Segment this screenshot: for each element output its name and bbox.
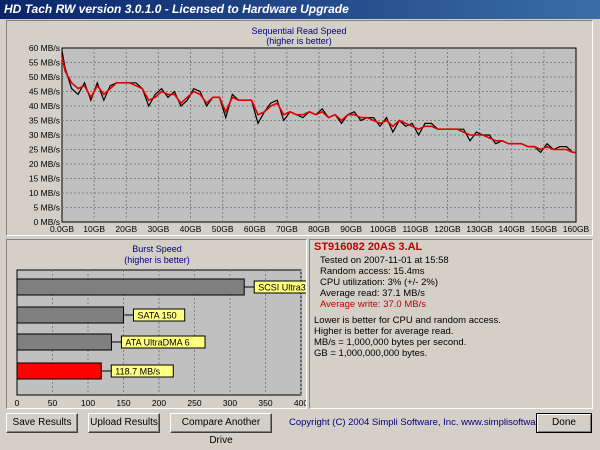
- average-write: Average write: 37.0 MB/s: [320, 299, 426, 310]
- burst-x-tick-label: 350: [258, 398, 272, 408]
- y-tick-label: 40 MB/s: [29, 101, 60, 111]
- burst-x-tick-label: 250: [187, 398, 201, 408]
- burst-x-tick-label: 400: [294, 398, 306, 408]
- x-tick-label: 70GB: [276, 224, 298, 234]
- y-tick-label: 35 MB/s: [29, 116, 60, 126]
- y-tick-label: 15 MB/s: [29, 174, 60, 184]
- done-button[interactable]: Done: [536, 413, 592, 433]
- note-mbps-definition: MB/s = 1,000,000 bytes per second.: [314, 337, 467, 348]
- burst-x-tick-label: 200: [152, 398, 166, 408]
- upload-results-button[interactable]: Upload Results: [88, 413, 160, 433]
- y-tick-label: 30 MB/s: [29, 130, 60, 140]
- burst-speed-panel: Burst Speed (higher is better) SCSI Ultr…: [6, 239, 333, 409]
- y-tick-label: 5 MB/s: [34, 203, 60, 213]
- y-tick-label: 60 MB/s: [29, 43, 60, 53]
- x-tick-label: 80GB: [308, 224, 330, 234]
- y-tick-label: 20 MB/s: [29, 159, 60, 169]
- cpu-utilization: CPU utilization: 3% (+/- 2%): [320, 277, 438, 288]
- x-tick-label: 50GB: [212, 224, 234, 234]
- series-line-2: [61, 56, 576, 154]
- save-results-button[interactable]: Save Results: [6, 413, 78, 433]
- x-tick-label: 30GB: [148, 224, 170, 234]
- x-tick-label: 40GB: [180, 224, 202, 234]
- x-tick-label: 120GB: [434, 224, 461, 234]
- burst-subtitle: (higher is better): [124, 255, 190, 265]
- x-tick-label: 20GB: [115, 224, 137, 234]
- burst-x-tick-label: 0: [15, 398, 20, 408]
- y-tick-label: 10 MB/s: [29, 188, 60, 198]
- burst-bar: [16, 362, 102, 380]
- burst-speed-chart: Burst Speed (higher is better) SCSI Ultr…: [15, 244, 333, 408]
- copyright-text: Copyright (C) 2004 Simpli Software, Inc.…: [289, 417, 565, 428]
- random-access: Random access: 15.4ms: [320, 266, 425, 277]
- note-higher-better: Higher is better for average read.: [314, 326, 454, 337]
- y-tick-label: 25 MB/s: [29, 145, 60, 155]
- average-read: Average read: 37.1 MB/s: [320, 288, 425, 299]
- burst-bar-label: SCSI Ultra320: [258, 283, 306, 293]
- title-bar: HD Tach RW version 3.0.1.0 - Licensed to…: [0, 0, 600, 19]
- y-tick-label: 45 MB/s: [29, 87, 60, 97]
- x-tick-label: 110GB: [402, 224, 428, 234]
- x-tick-label: 0.0GB: [50, 224, 74, 234]
- y-tick-label: 55 MB/s: [29, 58, 60, 68]
- burst-bar: [16, 278, 245, 296]
- burst-x-tick-label: 150: [116, 398, 130, 408]
- drive-info-panel: ST916082 20AS 3.AL Tested on 2007-11-01 …: [309, 239, 593, 409]
- x-tick-label: 10GB: [83, 224, 105, 234]
- burst-bar-label: ATA UltraDMA 6: [125, 338, 189, 348]
- burst-bar-label: 118.7 MB/s: [115, 367, 160, 377]
- burst-bar: [16, 333, 112, 351]
- compare-another-drive-button[interactable]: Compare Another Drive: [170, 413, 272, 446]
- y-tick-label: 0 MB/s: [34, 217, 60, 227]
- x-tick-label: 60GB: [244, 224, 266, 234]
- y-tick-label: 50 MB/s: [29, 72, 60, 82]
- x-tick-label: 130GB: [466, 224, 493, 234]
- tested-on: Tested on 2007-11-01 at 15:58: [320, 255, 449, 266]
- note-gb-definition: GB = 1,000,000,000 bytes.: [314, 348, 428, 359]
- x-tick-label: 160GB: [563, 224, 590, 234]
- burst-x-tick-label: 50: [48, 398, 58, 408]
- sequential-read-chart: Sequential Read Speed (higher is better)…: [29, 26, 590, 234]
- burst-bar-label: SATA 150: [138, 311, 177, 321]
- drive-name: ST916082 20AS 3.AL: [314, 241, 423, 253]
- sequential-read-panel: Sequential Read Speed (higher is better)…: [6, 20, 593, 236]
- chart-title: Sequential Read Speed: [251, 26, 346, 36]
- burst-bar: [16, 306, 124, 324]
- x-tick-label: 100GB: [370, 224, 397, 234]
- x-tick-label: 90GB: [340, 224, 362, 234]
- window-title: HD Tach RW version 3.0.1.0 - Licensed to…: [4, 2, 349, 16]
- chart-subtitle: (higher is better): [266, 36, 332, 46]
- x-tick-label: 140GB: [499, 224, 526, 234]
- burst-x-tick-label: 100: [81, 398, 95, 408]
- burst-title: Burst Speed: [132, 244, 182, 254]
- x-tick-label: 150GB: [531, 224, 558, 234]
- burst-x-tick-label: 300: [223, 398, 237, 408]
- note-lower-better: Lower is better for CPU and random acces…: [314, 315, 501, 326]
